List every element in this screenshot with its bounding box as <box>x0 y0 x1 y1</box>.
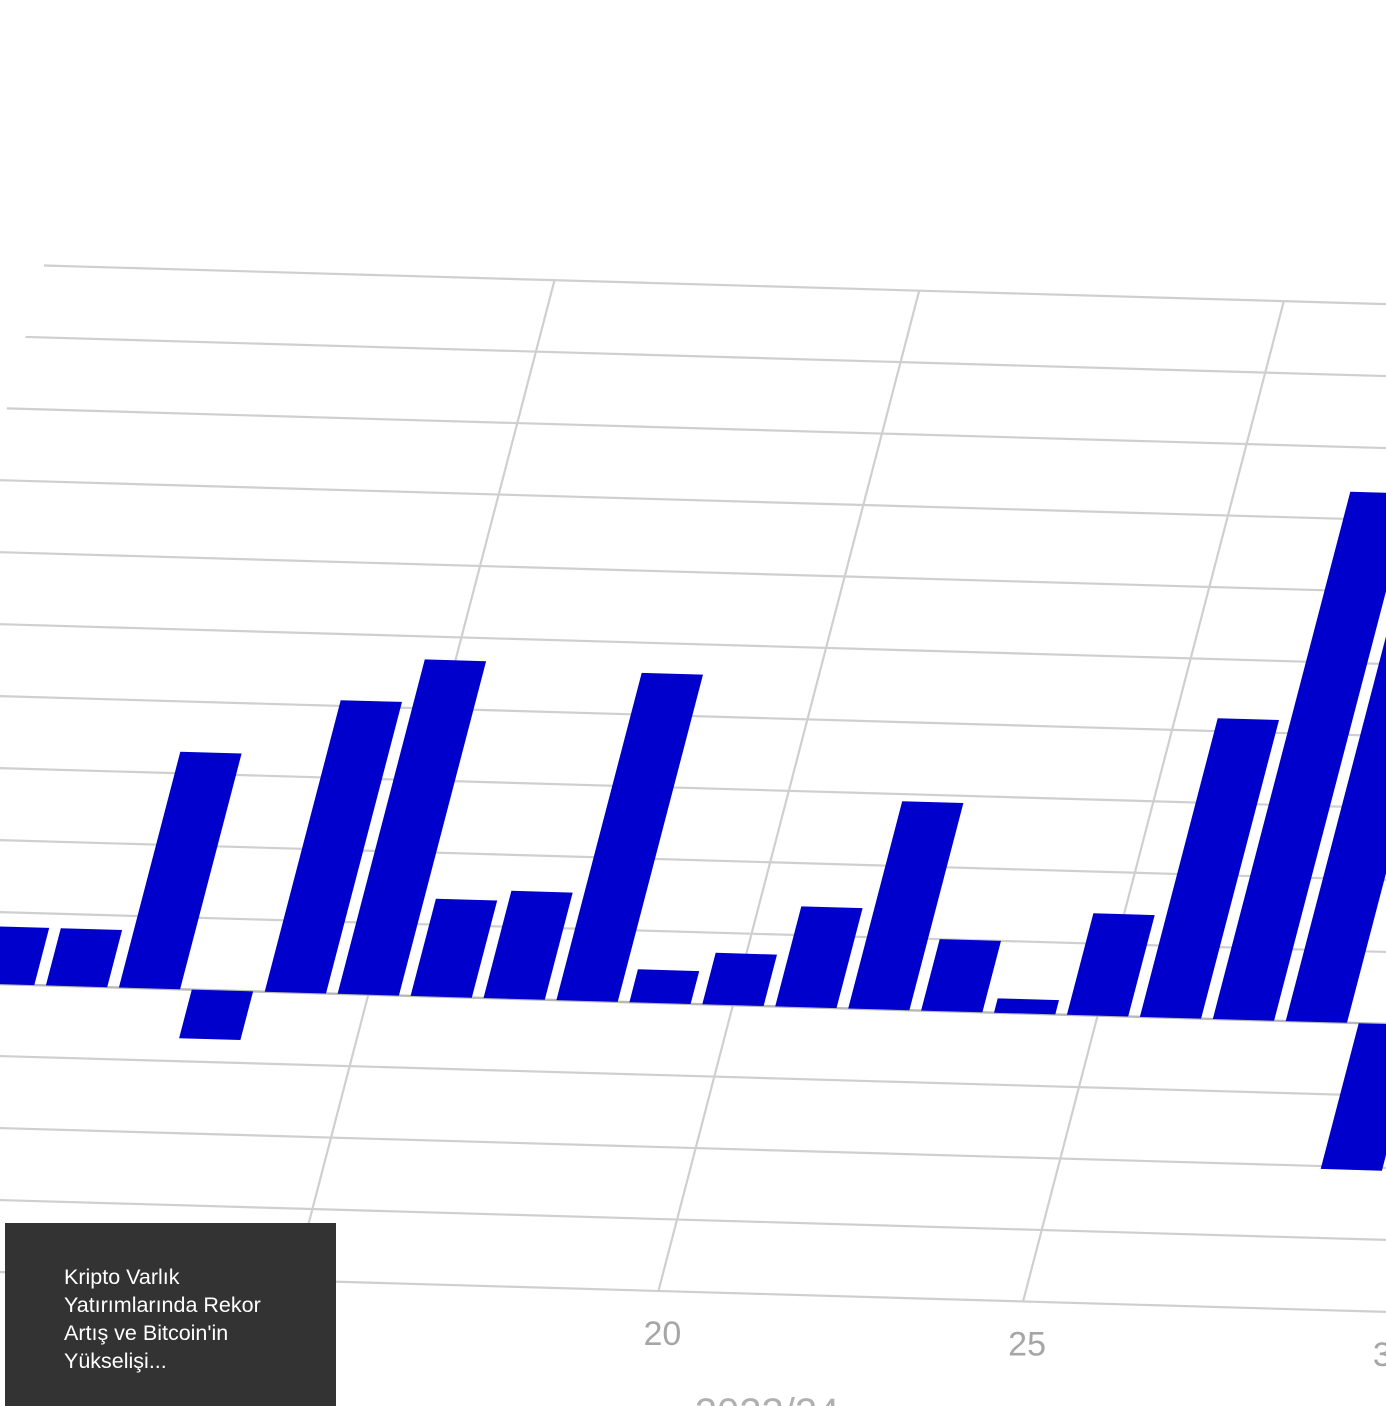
bar <box>483 890 573 1000</box>
x-tick-label: 20 <box>644 1315 682 1353</box>
caption-line: Yükselişi... <box>64 1349 167 1373</box>
h-gridline <box>0 551 1386 594</box>
h-gridline <box>0 1198 1386 1242</box>
v-gridline <box>1022 300 1285 1302</box>
caption-line: Kripto Varlık <box>64 1265 180 1289</box>
x-tick-label: 30 <box>1373 1336 1386 1374</box>
bar <box>118 751 242 990</box>
bar <box>629 969 700 1004</box>
h-gridline <box>43 264 1386 306</box>
caption-text[interactable]: Kripto Varlık Yatırımlarında Rekor Artış… <box>64 1263 316 1375</box>
bar <box>1139 718 1279 1019</box>
bar <box>0 926 50 986</box>
bars <box>0 491 1386 1171</box>
bar <box>848 801 964 1011</box>
h-gridline <box>6 407 1386 450</box>
x-axis-title: 2023/24 <box>695 1391 840 1406</box>
bar <box>264 700 402 994</box>
bar <box>179 989 254 1040</box>
caption-line: Yatırımlarında Rekor <box>64 1293 261 1317</box>
bar <box>1320 1023 1386 1171</box>
bar <box>702 952 777 1006</box>
bar <box>921 939 1001 1013</box>
bar <box>1066 913 1155 1017</box>
h-gridline <box>0 479 1386 522</box>
x-tick-label: 25 <box>1008 1325 1046 1363</box>
grid <box>0 264 1386 1313</box>
bar <box>45 928 123 988</box>
caption-line: Artış ve Bitcoin'in <box>64 1321 229 1345</box>
caption-overlay[interactable]: Kripto Varlık Yatırımlarında Rekor Artış… <box>5 1223 336 1406</box>
bar <box>410 898 498 998</box>
bar <box>337 659 487 996</box>
bar <box>1212 491 1386 1021</box>
h-gridline <box>25 335 1386 378</box>
bar <box>556 672 703 1002</box>
h-gridline <box>0 1054 1386 1098</box>
bar <box>994 998 1059 1015</box>
h-gridline <box>0 1126 1386 1170</box>
v-gridline <box>657 290 921 1292</box>
bar <box>775 906 863 1009</box>
bar <box>1285 636 1386 1023</box>
h-gridline <box>0 623 1386 666</box>
